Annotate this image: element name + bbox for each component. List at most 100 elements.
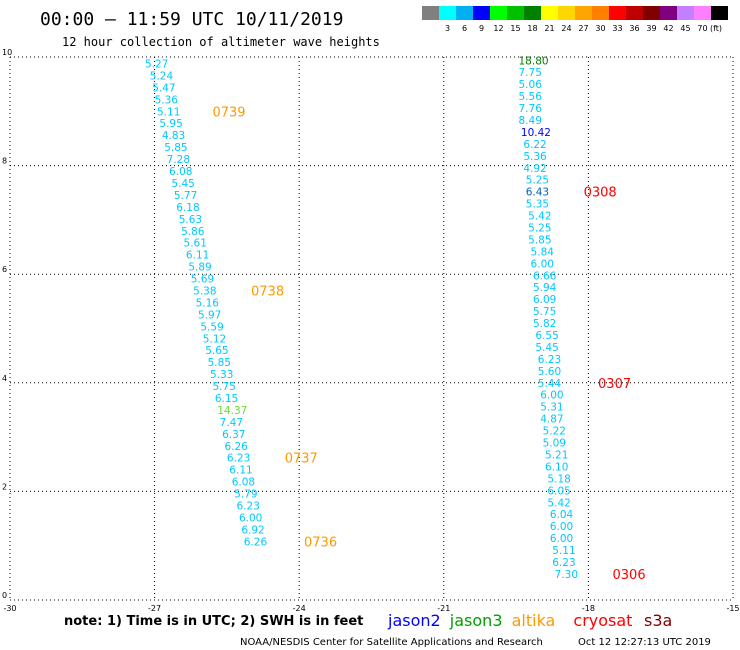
data-point-label: 6.05 — [547, 485, 570, 497]
data-point-label: 5.79 — [234, 489, 257, 501]
data-point-label: 5.42 — [528, 211, 551, 223]
color-scale: 3 6 9 12 15 18 21 24 27 30 33 36 39 42 45 70 (ft) — [422, 6, 728, 33]
data-point-label: 5.97 — [198, 309, 221, 321]
data-point-label: 5.33 — [210, 369, 233, 381]
data-point-label: 5.77 — [174, 190, 197, 202]
data-point-label: 18.80 — [519, 55, 549, 67]
data-point-label: 5.25 — [528, 223, 551, 235]
scale-swatch — [524, 6, 541, 20]
data-point-label: 5.35 — [526, 199, 549, 211]
scale-label: 9 — [479, 24, 484, 33]
data-point-label: 5.84 — [531, 246, 555, 258]
data-point-label: 5.45 — [535, 342, 558, 354]
scale-label: 33 — [612, 24, 622, 33]
data-point-label: 5.75 — [212, 381, 235, 393]
data-point-label: 7.47 — [220, 417, 243, 429]
scale-swatch — [626, 6, 643, 20]
scale-label: 6 — [462, 24, 467, 33]
footer-credit: NOAA/NESDIS Center for Satellite Applica… — [240, 637, 543, 648]
data-point-label: 6.00 — [239, 512, 262, 524]
scale-label: 36 — [629, 24, 639, 33]
time-annotation: 0739 — [212, 105, 245, 120]
x-tick-label: -21 — [437, 604, 450, 613]
data-point-label: 6.23 — [237, 501, 260, 513]
data-point-label: 6.23 — [552, 557, 575, 569]
scale-label: 27 — [578, 24, 588, 33]
data-point-label: 5.11 — [157, 106, 180, 118]
time-annotation: 0736 — [304, 535, 337, 550]
data-point-label: 5.24 — [150, 70, 174, 82]
data-point-label: 6.23 — [227, 453, 250, 465]
scale-swatch — [677, 6, 694, 20]
data-point-label: 6.11 — [229, 465, 252, 477]
scale-label: 70 — [697, 24, 707, 33]
data-point-label: 5.36 — [523, 151, 547, 163]
data-point-label: 6.09 — [533, 294, 556, 306]
data-point-label: 5.16 — [196, 297, 220, 309]
footer-note: note: 1) Time is in UTC; 2) SWH is in fe… — [64, 614, 363, 629]
data-point-label: 5.47 — [152, 82, 175, 94]
scale-swatch — [575, 6, 592, 20]
time-annotation: 0307 — [598, 377, 631, 392]
scale-swatch — [422, 6, 439, 20]
data-point-label: 5.69 — [191, 274, 214, 286]
data-point-label: 10.42 — [521, 127, 551, 139]
data-point-label: 5.27 — [145, 59, 168, 71]
x-tick-label: -30 — [3, 604, 16, 613]
data-point-label: 6.26 — [244, 536, 268, 548]
chart-title: 00:00 – 11:59 UTC 10/11/2019 — [40, 9, 343, 30]
scale-swatch — [541, 6, 558, 20]
scale-label: 3 — [445, 24, 450, 33]
data-point-label: 5.31 — [540, 402, 563, 414]
mission-legend: jason2 jason3 altika cryosat s3a — [387, 611, 672, 630]
data-point-label: 6.15 — [215, 393, 238, 405]
scale-swatch — [558, 6, 575, 20]
scale-label: 18 — [527, 24, 537, 33]
scale-label: 45 — [680, 24, 690, 33]
data-point-label: 7.75 — [519, 67, 542, 79]
y-tick-label: 10 — [2, 48, 12, 57]
data-point-label: 6.00 — [550, 521, 573, 533]
scale-swatch — [592, 6, 609, 20]
data-point-label: 7.76 — [519, 103, 543, 115]
data-point-label: 5.25 — [526, 175, 549, 187]
scale-swatch — [643, 6, 660, 20]
data-point-label: 5.09 — [543, 438, 566, 450]
mission-legend-item: cryosat — [573, 611, 632, 630]
data-point-label: 6.92 — [241, 524, 264, 536]
data-point-label: 6.26 — [224, 441, 248, 453]
scale-label: 30 — [595, 24, 605, 33]
scale-swatch — [490, 6, 507, 20]
mission-legend-item: altika — [512, 611, 556, 630]
data-point-label: 5.06 — [519, 79, 543, 91]
data-point-label: 5.22 — [543, 426, 566, 438]
data-point-label: 7.28 — [167, 154, 190, 166]
scale-label: 21 — [544, 24, 554, 33]
data-point-label: 5.18 — [547, 473, 570, 485]
data-point-label: 5.45 — [171, 178, 194, 190]
mission-legend-item: s3a — [644, 611, 672, 630]
scale-unit: (ft) — [710, 24, 722, 33]
y-tick-label: 0 — [2, 591, 7, 600]
scale-swatch — [609, 6, 626, 20]
y-tick-label: 4 — [2, 374, 7, 383]
data-point-label: 5.85 — [164, 142, 187, 154]
data-point-label: 5.59 — [200, 321, 223, 333]
time-annotation: 0306 — [613, 568, 646, 583]
data-point-label: 5.63 — [179, 214, 202, 226]
data-point-label: 6.08 — [169, 166, 192, 178]
data-point-label: 5.21 — [545, 449, 568, 461]
mission-legend-item: jason2 — [387, 611, 441, 630]
data-point-label: 6.43 — [526, 187, 549, 199]
chart-subtitle: 12 hour collection of altimeter wave hei… — [62, 35, 380, 49]
data-point-label: 5.95 — [159, 118, 182, 130]
scale-swatch — [439, 6, 456, 20]
scale-swatch — [507, 6, 524, 20]
data-point-label: 8.49 — [519, 115, 542, 127]
data-point-label: 6.66 — [533, 270, 557, 282]
data-point-label: 5.42 — [547, 497, 570, 509]
data-point-label: 5.65 — [205, 345, 228, 357]
data-point-label: 5.85 — [208, 357, 231, 369]
axis-labels: -30 -27 -24 -21 -18 -15 0 2 4 6 8 10 — [2, 48, 740, 613]
